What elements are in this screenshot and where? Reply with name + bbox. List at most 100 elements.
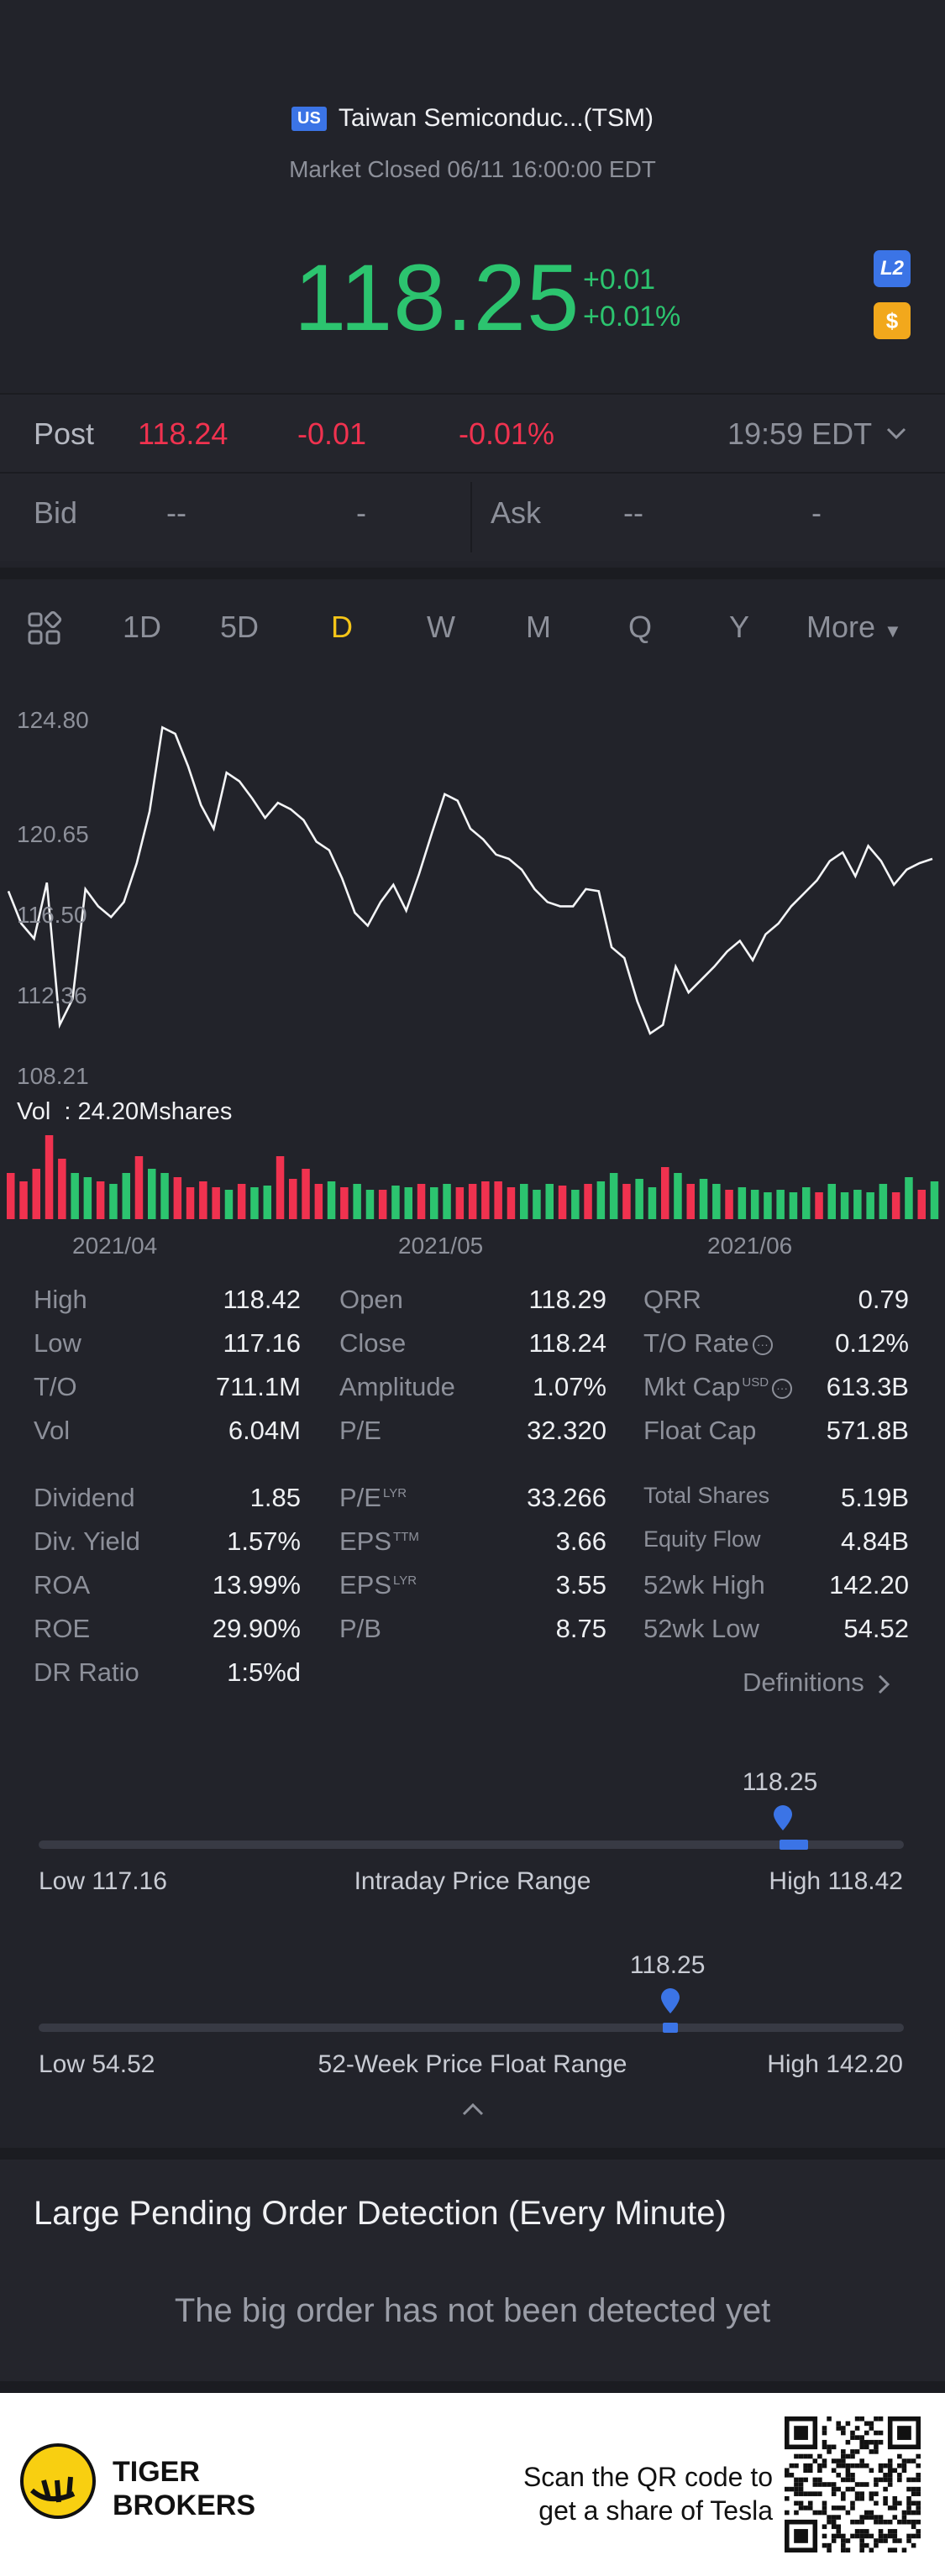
week52-range-title: 52-Week Price Float Range [318, 2050, 627, 2078]
promo-banner[interactable]: TIGER BROKERS Scan the QR code to get a … [0, 2393, 945, 2576]
chevron-right-icon [879, 1674, 890, 1694]
volume-bar [571, 1190, 580, 1219]
volume-bar [738, 1187, 747, 1219]
tab-m[interactable]: M [526, 610, 551, 644]
volume-bar [58, 1159, 66, 1219]
stat-value: 8.75 [555, 1614, 606, 1643]
stat-superscript: LYR [393, 1573, 417, 1588]
stat-row: P/B 8.75 [339, 1614, 606, 1651]
chevron-up-icon[interactable] [460, 2101, 486, 2118]
stat-label-text: Low [34, 1328, 81, 1358]
bid-ask-row: Bid -- - Ask -- - [0, 474, 945, 552]
volume-bar [340, 1187, 349, 1219]
x-tick-label: 2021/05 [398, 1233, 484, 1259]
volume-bar [250, 1187, 259, 1219]
stat-label-text: Open [339, 1285, 403, 1314]
stat-value: 3.66 [555, 1526, 606, 1556]
intraday-range-title: Intraday Price Range [354, 1867, 591, 1895]
stat-row: T/O Rate ··· 0.12% [643, 1328, 909, 1365]
volume-bar [750, 1190, 759, 1219]
stat-value: 1.07% [533, 1372, 606, 1401]
tab-q[interactable]: Q [628, 610, 653, 644]
market-badge: US [291, 106, 327, 131]
brand-line2: BROKERS [113, 2490, 256, 2521]
stat-label-text: Vol [34, 1416, 71, 1445]
intraday-range-track [39, 1840, 904, 1849]
volume-bar [596, 1181, 606, 1219]
volume-bar [378, 1190, 387, 1219]
volume-bar [199, 1181, 207, 1219]
price-line [7, 725, 933, 1035]
stat-label: Mkt Cap USD ··· [643, 1372, 793, 1402]
stat-row: Close 118.24 [339, 1328, 606, 1365]
dollar-icon: $ [885, 307, 899, 333]
volume-bar [699, 1179, 708, 1219]
chevron-down-icon[interactable] [885, 427, 907, 442]
trade-button[interactable]: $ [874, 302, 911, 339]
intraday-low: Low 117.16 [39, 1867, 167, 1895]
stat-row: QRR 0.79 [643, 1285, 909, 1322]
promo-text: Scan the QR code to get a share of Tesla [523, 2460, 773, 2527]
last-price: 118.25 [294, 245, 580, 350]
stat-label: P/E [339, 1416, 381, 1446]
definitions-label: Definitions [743, 1668, 864, 1697]
tab-more[interactable]: More ▼ [806, 610, 902, 645]
volume-bar [122, 1173, 130, 1219]
promo-line2: get a share of Tesla [538, 2495, 773, 2526]
definitions-link[interactable]: Definitions [743, 1668, 891, 1698]
volume-bar [584, 1184, 592, 1219]
tab-y[interactable]: Y [729, 610, 750, 644]
stat-row: T/O 711.1M [34, 1372, 301, 1409]
stat-value: 13.99% [212, 1570, 301, 1600]
grid-layout-icon[interactable] [27, 611, 62, 647]
stat-row: ROE 29.90% [34, 1614, 301, 1651]
stat-label: T/O [34, 1372, 77, 1402]
tab-d[interactable]: D [331, 610, 353, 644]
stat-label-text: 52wk High [643, 1570, 765, 1600]
stat-value: 118.42 [223, 1285, 301, 1314]
info-icon[interactable]: ··· [772, 1378, 793, 1399]
stat-label: Amplitude [339, 1372, 455, 1402]
volume-bar [764, 1192, 772, 1219]
volume-bar [391, 1186, 400, 1219]
y-tick-label: 108.21 [17, 1063, 89, 1089]
info-icon[interactable]: ··· [752, 1334, 773, 1355]
volume-bar [173, 1177, 182, 1219]
tab-w[interactable]: W [427, 610, 455, 644]
stat-label: Div. Yield [34, 1526, 140, 1557]
stat-label-text: High [34, 1285, 87, 1314]
stat-superscript: USD [742, 1374, 769, 1390]
price-chart[interactable]: 124.80 120.65 116.50 112.36 108.21 Vol :… [0, 668, 945, 1273]
brand-name: TIGER BROKERS [113, 2455, 255, 2522]
stat-value: 613.3B [826, 1372, 909, 1401]
tab-5d[interactable]: 5D [220, 610, 260, 644]
volume-bar [853, 1190, 862, 1219]
volume-bar [289, 1179, 297, 1219]
post-change-percent: -0.01% [459, 416, 555, 451]
stat-label: Float Cap [643, 1416, 756, 1446]
bid-size: - [356, 495, 366, 530]
stat-label-text: P/E [339, 1416, 381, 1445]
volume-bar [840, 1192, 849, 1219]
stat-value: 1.57% [227, 1526, 301, 1556]
stat-row: Mkt Cap USD ··· 613.3B [643, 1372, 909, 1409]
stat-label: 52wk High [643, 1570, 765, 1600]
stat-label: T/O Rate ··· [643, 1328, 773, 1359]
volume-bar [533, 1190, 541, 1219]
volume-bar [276, 1156, 285, 1219]
post-market-row[interactable]: Post 118.24 -0.01 -0.01% 19:59 EDT [0, 395, 945, 474]
level2-button[interactable]: L2 [874, 250, 911, 287]
stat-value: 0.79 [858, 1285, 909, 1314]
volume-bar [404, 1187, 412, 1219]
stat-row: Open 118.29 [339, 1285, 606, 1322]
week52-current-value: 118.25 [629, 1951, 706, 1979]
stat-row: Equity Flow 4.84B [643, 1526, 909, 1563]
stat-label: EPS TTM [339, 1526, 419, 1557]
tab-1d[interactable]: 1D [123, 610, 162, 644]
stat-label-text: QRR [643, 1285, 701, 1314]
stock-title-row[interactable]: US Taiwan Semiconduc...(TSM) [0, 104, 945, 133]
week52-range-marker [662, 2023, 678, 2033]
stat-label-text: ROA [34, 1570, 91, 1600]
stat-label-text: Dividend [34, 1483, 135, 1512]
volume-bar [71, 1173, 79, 1219]
